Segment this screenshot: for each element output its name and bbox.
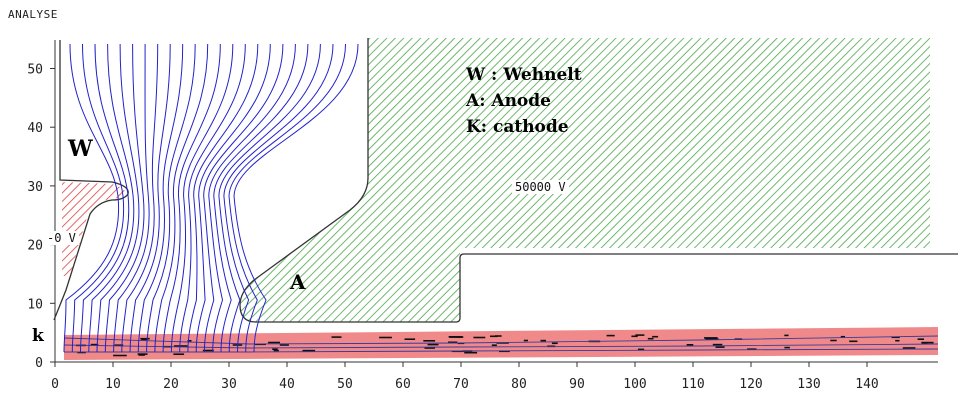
- equipotential-line: [162, 43, 221, 353]
- y-tick-label: 50: [27, 63, 43, 78]
- equipotential-line: [146, 43, 196, 353]
- equipotential-lines: [63, 43, 359, 353]
- anode-label: A: [290, 270, 306, 294]
- x-tick-label: 80: [511, 377, 527, 392]
- equipotential-line: [154, 43, 209, 353]
- equipotential-line: [104, 43, 145, 353]
- wehnelt-label: W: [68, 136, 93, 162]
- axes: 0 10 20 30 40 50 60 70 80 90 100 110 120 130 140 0 10 20…: [27, 40, 938, 392]
- equipotential-line: [218, 43, 321, 353]
- x-tick-label: 90: [569, 377, 585, 392]
- x-tick-label: 110: [681, 377, 704, 392]
- equipotential-line: [233, 43, 359, 353]
- y-tick-label: 20: [27, 239, 43, 254]
- x-tick-label: 100: [623, 377, 646, 392]
- anode-outline: [239, 38, 958, 323]
- wehnelt-voltage: -0 V: [44, 231, 79, 245]
- equipotential-line: [223, 43, 334, 353]
- x-tick-label: 40: [279, 377, 295, 392]
- x-ticks: 0 10 20 30 40 50 60 70 80 90 100 110 120 130 140: [51, 362, 879, 392]
- equipotential-line: [80, 43, 130, 353]
- x-tick-label: 140: [855, 377, 878, 392]
- wehnelt-outline: [53, 40, 129, 321]
- equipotential-line: [213, 43, 309, 353]
- legend-item-anode: A: Anode: [466, 91, 551, 111]
- x-tick-label: 30: [221, 377, 237, 392]
- y-tick-label: 0: [35, 356, 43, 371]
- wehnelt-region: [62, 182, 126, 276]
- cathode-label: k: [32, 326, 44, 346]
- y-ticks: 0 10 20 30 40 50: [27, 63, 55, 371]
- x-tick-label: 20: [163, 377, 179, 392]
- x-tick-label: 70: [453, 377, 469, 392]
- x-tick-label: 120: [739, 377, 762, 392]
- anode-region: [240, 38, 930, 322]
- equipotential-line: [88, 43, 135, 353]
- y-tick-label: 40: [27, 121, 43, 136]
- x-tick-label: 10: [105, 377, 121, 392]
- equipotential-line: [137, 43, 184, 353]
- equipotential-line: [129, 43, 171, 353]
- equipotential-line: [121, 43, 159, 353]
- y-tick-label: 30: [27, 180, 43, 195]
- equipotential-line: [195, 43, 271, 353]
- x-tick-label: 50: [337, 377, 353, 392]
- x-tick-label: 0: [51, 377, 59, 392]
- window-title: ANALYSE: [8, 8, 58, 21]
- equipotential-line: [179, 43, 246, 353]
- equipotential-line: [208, 43, 296, 353]
- legend-item-wehnelt: W : Wehnelt: [466, 65, 582, 85]
- legend: W : Wehnelt A: Anode K: cathode: [466, 62, 582, 140]
- y-tick-label: 10: [27, 297, 43, 312]
- equipotential-line: [228, 43, 346, 353]
- equipotential-line: [203, 43, 284, 353]
- anode-voltage: 50000 V: [512, 180, 569, 194]
- x-tick-label: 130: [797, 377, 820, 392]
- equipotential-line: [71, 43, 125, 353]
- equipotential-line: [96, 43, 140, 353]
- x-tick-label: 60: [395, 377, 411, 392]
- equipotential-line: [113, 43, 150, 353]
- equipotential-line: [170, 43, 234, 353]
- legend-item-cathode: K: cathode: [466, 117, 569, 137]
- equipotential-line: [63, 43, 120, 353]
- equipotential-line: [187, 43, 259, 353]
